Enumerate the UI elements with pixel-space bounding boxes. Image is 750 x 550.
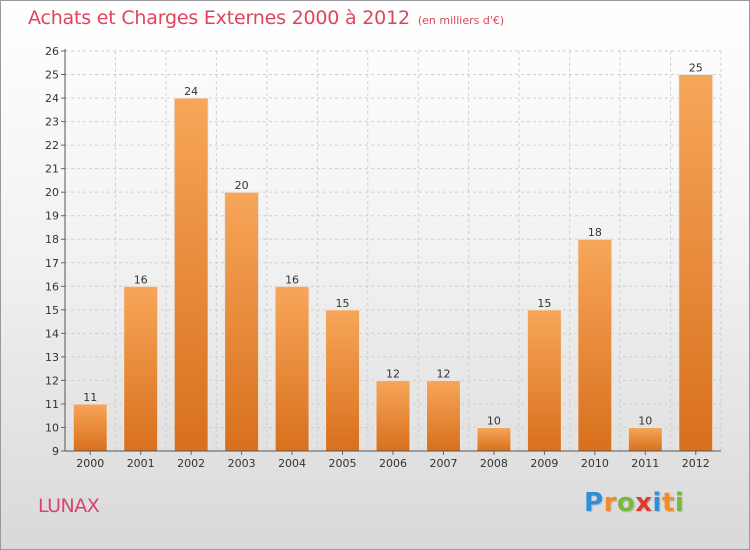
labels: 9 10 11 12 13 14 15 16 17 18 19 20 21 22 23 24 25 26 11 200… — [45, 45, 710, 470]
bar-value-label: 16 — [285, 273, 299, 286]
y-tick-label: 25 — [45, 69, 59, 82]
bar — [627, 426, 663, 452]
chart-title-text: Achats et Charges Externes 2000 à 2012 — [28, 7, 410, 29]
bar — [173, 97, 209, 452]
y-tick-label: 19 — [45, 210, 59, 223]
bar-value-label: 10 — [487, 414, 501, 427]
bar — [123, 285, 159, 452]
x-tick-label: 2005 — [329, 457, 357, 470]
y-tick-label: 17 — [45, 257, 59, 270]
y-tick-label: 24 — [45, 92, 59, 105]
y-tick-label: 26 — [45, 45, 59, 58]
bar-value-label: 18 — [588, 226, 602, 239]
y-tick-label: 20 — [45, 186, 59, 199]
proxiti-logo: Proxiti — [584, 488, 684, 518]
x-tick-label: 2006 — [379, 457, 407, 470]
y-tick-label: 23 — [45, 116, 59, 129]
y-tick-label: 13 — [45, 351, 59, 364]
y-tick-label: 9 — [52, 445, 59, 458]
axes — [61, 49, 721, 455]
bar-value-label: 16 — [134, 273, 148, 286]
y-tick-label: 16 — [45, 280, 59, 293]
bar — [224, 191, 260, 452]
bars — [72, 74, 714, 452]
x-tick-label: 2001 — [127, 457, 155, 470]
chart-title: Achats et Charges Externes 2000 à 2012 (e… — [28, 7, 504, 29]
y-tick-label: 21 — [45, 163, 59, 176]
bar — [678, 74, 714, 452]
bar — [577, 238, 613, 452]
x-tick-label: 2007 — [429, 457, 457, 470]
bar-value-label: 15 — [537, 297, 551, 310]
y-tick-label: 10 — [45, 421, 59, 434]
bar-value-label: 20 — [235, 179, 249, 192]
y-tick-label: 18 — [45, 233, 59, 246]
logo-letter: x — [635, 488, 653, 518]
chart-subtitle: (en milliers d'€) — [417, 14, 505, 27]
y-tick-label: 12 — [45, 374, 59, 387]
bar — [325, 309, 361, 452]
x-tick-label: 2011 — [631, 457, 659, 470]
bar-value-label: 11 — [83, 391, 97, 404]
bar — [375, 379, 411, 452]
bar — [274, 285, 310, 452]
bar-value-label: 10 — [638, 414, 652, 427]
x-tick-label: 2004 — [278, 457, 306, 470]
logo-letter: o — [616, 488, 636, 518]
logo-letter: t — [661, 488, 675, 518]
x-tick-label: 2010 — [581, 457, 609, 470]
y-tick-label: 11 — [45, 398, 59, 411]
bar — [425, 379, 461, 452]
y-tick-label: 22 — [45, 139, 59, 152]
bar-value-label: 15 — [336, 297, 350, 310]
bar-value-label: 12 — [436, 367, 450, 380]
x-tick-label: 2009 — [530, 457, 558, 470]
x-tick-label: 2012 — [682, 457, 710, 470]
bar — [476, 426, 512, 452]
bar-value-label: 25 — [689, 62, 703, 75]
bar-value-label: 12 — [386, 367, 400, 380]
bar — [72, 403, 108, 452]
x-tick-label: 2003 — [228, 457, 256, 470]
y-tick-label: 14 — [45, 327, 59, 340]
logo-letter: P — [584, 488, 604, 518]
logo-letter: i — [674, 488, 685, 518]
x-tick-label: 2008 — [480, 457, 508, 470]
logo-letter: r — [603, 488, 617, 518]
bar — [526, 309, 562, 452]
bar-value-label: 24 — [184, 85, 198, 98]
x-tick-label: 2002 — [177, 457, 205, 470]
commune-name: LUNAX — [38, 495, 100, 517]
logo-letter: i — [652, 488, 662, 518]
y-tick-label: 15 — [45, 304, 59, 317]
x-tick-label: 2000 — [76, 457, 104, 470]
